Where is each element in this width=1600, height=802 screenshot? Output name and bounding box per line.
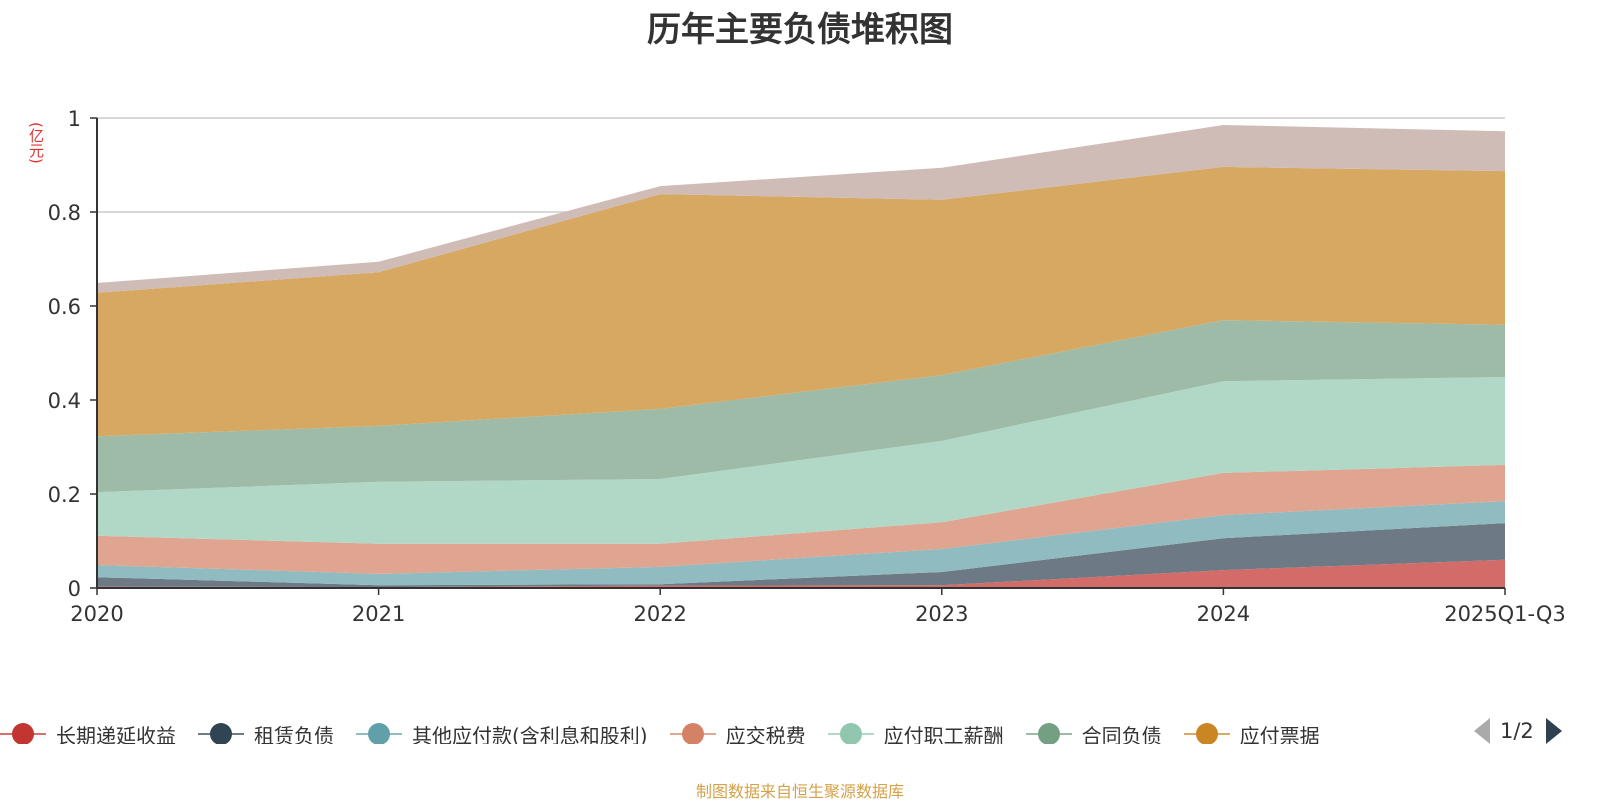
legend-item[interactable]: 其他应付款(含利息和股利) (356, 720, 648, 745)
x-tick-label: 2024 (1197, 602, 1250, 626)
legend-marker-icon (827, 722, 874, 744)
area-series (97, 125, 1505, 588)
x-tick-label: 2021 (352, 602, 405, 626)
legend-label: 长期递延收益 (56, 723, 176, 745)
area-series-0 (97, 559, 1505, 588)
prev-page-icon[interactable] (1474, 718, 1490, 744)
legend-page-indicator: 1/2 (1500, 719, 1534, 743)
legend-label: 租赁负债 (254, 723, 334, 745)
legend-label: 其他应付款(含利息和股利) (412, 723, 648, 745)
x-tick-label: 2022 (633, 602, 686, 626)
y-axis-unit-label: (亿元) (27, 122, 45, 164)
chart-title: 历年主要负债堆积图 (647, 10, 953, 50)
area-series-3 (97, 464, 1505, 574)
legend-viewport: 长期递延收益 租赁负债 其他应付款(含利息和股利) 应交税费 应付职工薪酬 合同负债 应付票… (0, 704, 1480, 744)
legend-item[interactable]: 应交税费 (669, 720, 806, 745)
legend-marker-icon (356, 722, 402, 744)
legend-label: 合同负债 (1081, 723, 1162, 745)
y-tick-label: 0 (68, 577, 81, 601)
area-series-2 (97, 501, 1505, 586)
x-tick-label: 2023 (915, 602, 968, 626)
data-source-note: 制图数据来自恒生聚源数据库 (695, 782, 904, 801)
legend-marker-icon (1025, 722, 1072, 744)
legend-pager: 1/2 (1474, 718, 1562, 744)
legend-label: 应付职工薪酬 (883, 723, 1004, 745)
legend-item[interactable]: 长期递延收益 (0, 720, 176, 745)
next-page-icon[interactable] (1545, 718, 1562, 744)
area-series-7 (97, 125, 1505, 293)
area-series-6 (97, 166, 1505, 437)
y-tick-label: 0.2 (48, 483, 81, 507)
area-series-5 (97, 320, 1505, 493)
legend-marker-icon (198, 722, 244, 744)
legend-item[interactable]: 租赁负债 (198, 720, 334, 745)
legend: 长期递延收益 租赁负债 其他应付款(含利息和股利) 应交税费 应付职工薪酬 合同负债 应付票… (0, 718, 1342, 744)
y-tick-label: 0.6 (48, 295, 81, 319)
y-tick-label: 1 (68, 107, 81, 131)
legend-marker-icon (0, 722, 46, 744)
x-tick-label: 2025Q1-Q3 (1444, 602, 1566, 626)
legend-label: 应交税费 (725, 723, 806, 745)
legend-item[interactable]: 应付职工薪酬 (827, 720, 1004, 745)
legend-marker-icon (669, 722, 716, 744)
legend-item[interactable]: 应付票据 (1183, 720, 1320, 745)
legend-marker-icon (1183, 722, 1230, 744)
area-series-4 (97, 377, 1505, 544)
stacked-area-chart: 0 0.2 0.4 0.6 0.8 1 2020 2021 2022 2023 2024 2025Q1… (48, 107, 1566, 626)
area-series-1 (97, 523, 1505, 588)
axes: 0 0.2 0.4 0.6 0.8 1 2020 2021 2022 2023 2024 2025Q1… (48, 107, 1566, 626)
y-tick-label: 0.4 (48, 389, 81, 413)
y-tick-label: 0.8 (48, 201, 81, 225)
legend-label: 应付票据 (1239, 723, 1320, 745)
x-tick-label: 2020 (70, 602, 123, 626)
legend-item[interactable]: 合同负债 (1025, 720, 1162, 745)
